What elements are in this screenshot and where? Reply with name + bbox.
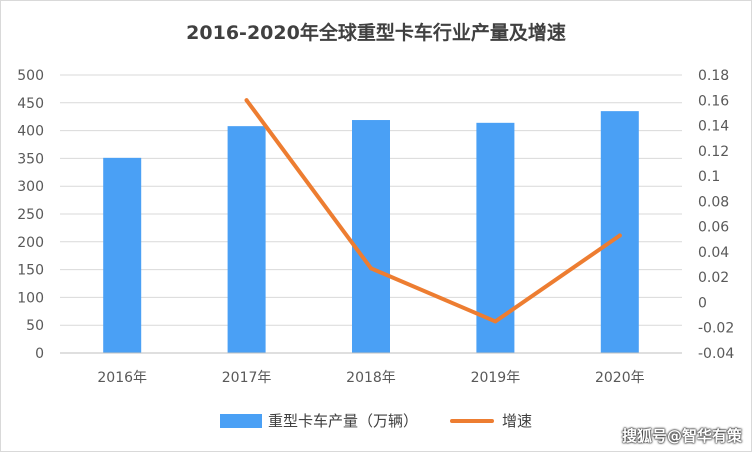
bar xyxy=(476,122,515,353)
bar xyxy=(103,157,142,353)
bar xyxy=(227,126,266,353)
legend-label-growth: 增速 xyxy=(502,412,533,430)
growth-point xyxy=(369,266,373,271)
bar xyxy=(600,111,639,353)
y-left-tick-label: 450 xyxy=(17,96,44,112)
bar xyxy=(352,120,390,353)
y-right-tick-label: 0.14 xyxy=(698,119,729,135)
legend-swatch-bar xyxy=(219,413,262,428)
y-right-tick-label: 0.16 xyxy=(698,93,729,109)
growth-line xyxy=(244,98,622,324)
legend-label-production: 重型卡车产量（万辆） xyxy=(267,412,418,430)
y-right-tick-label: 0.02 xyxy=(698,270,729,286)
y-left-tick-label: 350 xyxy=(17,151,44,167)
y-right-tick-label: -0.04 xyxy=(698,346,734,362)
y-right-tick-label: 0.08 xyxy=(698,194,729,210)
y-right-tick-label: 0.1 xyxy=(698,169,720,185)
legend-swatch-line xyxy=(450,418,494,423)
y-right-tick-label: 0.12 xyxy=(698,144,729,160)
x-tick-label: 2016年 xyxy=(97,370,147,386)
growth-point xyxy=(493,319,498,324)
y-right-tick-label: 0.06 xyxy=(698,220,729,236)
growth-point xyxy=(617,233,622,238)
y-left-tick-label: 0 xyxy=(35,346,44,362)
y-left-tick-label: 100 xyxy=(17,290,44,306)
x-tick-label: 2018年 xyxy=(346,370,396,386)
y-left-tick-label: 50 xyxy=(26,318,44,334)
watermark: 搜狐号@智华有策 xyxy=(621,427,742,445)
y-right-tick-label: -0.02 xyxy=(698,321,734,337)
x-tick-label: 2019年 xyxy=(471,370,521,386)
growth-point xyxy=(244,98,249,103)
y-right-tick-label: 0 xyxy=(698,295,707,311)
y-left-tick-label: 500 xyxy=(17,68,44,84)
x-tick-label: 2020年 xyxy=(595,370,645,386)
y-left-tick-label: 150 xyxy=(17,263,44,279)
y-left-tick-label: 200 xyxy=(17,235,44,251)
legend-item-growth: 增速 xyxy=(450,410,532,431)
legend-item-production: 重型卡车产量（万辆） xyxy=(219,410,418,431)
y-left-tick-label: 250 xyxy=(17,207,44,223)
chart-title: 2016-2020年全球重型卡车行业产量及增速 xyxy=(186,22,566,44)
chart-legend: 重型卡车产量（万辆） 增速 xyxy=(0,410,752,431)
y-left-tick-label: 400 xyxy=(17,124,44,140)
y-right-tick-label: 0.18 xyxy=(698,68,729,84)
y-left-tick-label: 300 xyxy=(17,179,44,195)
y-right-tick-label: 0.04 xyxy=(698,245,729,261)
x-tick-label: 2017年 xyxy=(222,370,272,386)
